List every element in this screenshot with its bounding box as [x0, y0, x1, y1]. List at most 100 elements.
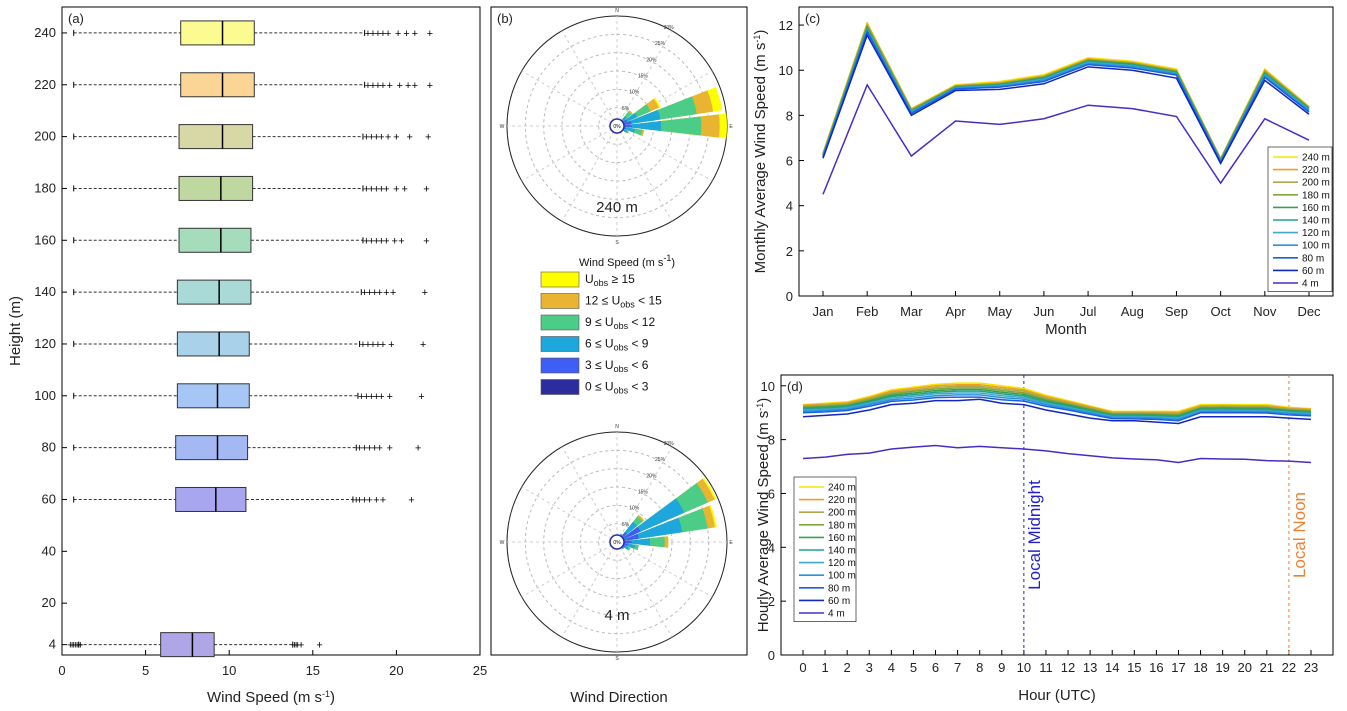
x-tick-label: 25: [473, 663, 487, 678]
series-line-220m: [802, 383, 1312, 414]
x-tick-label: 0: [799, 660, 806, 675]
outlier-mark: +: [375, 28, 381, 40]
series-line-60m: [802, 398, 1312, 425]
y-tick-label: 8: [786, 108, 793, 123]
ring-label: 15%: [638, 73, 649, 79]
outlier-mark: +: [373, 494, 379, 506]
outlier-mark: +: [380, 494, 386, 506]
outlier-mark: +: [76, 640, 82, 652]
bin-label-rest: < 12: [628, 315, 655, 329]
outlier-mark: +: [376, 287, 382, 299]
y-axis-label: Monthly Average Wind Speed (m s-1): [752, 30, 769, 274]
bin-label-sub: obs: [614, 343, 629, 353]
x-tick-label: 20: [389, 663, 403, 678]
x-tick-label: 2: [844, 660, 851, 675]
series-line-120m: [822, 27, 1310, 163]
y-tick-label: 12: [779, 18, 793, 33]
outlier-mark: +: [365, 80, 371, 92]
outlier-mark: +: [376, 443, 382, 455]
legend-label: 160 m: [1302, 203, 1330, 214]
y-tick-label: 8: [768, 433, 775, 448]
y-tick-label: 4: [768, 540, 775, 555]
bin-label-sub: obs: [620, 300, 635, 310]
cardinal-W: W: [500, 540, 505, 546]
x-tick-label: Jul: [1080, 304, 1097, 319]
outlier-mark: +: [370, 28, 376, 40]
x-tick-label: 18: [1193, 660, 1207, 675]
outlier-mark: +: [398, 235, 404, 247]
x-tick-label: 12: [1061, 660, 1075, 675]
series-line-4m: [822, 83, 1310, 195]
rose-center: [609, 118, 625, 134]
x-tick-label: 0: [58, 663, 65, 678]
x-tick-label: Apr: [945, 304, 966, 319]
outlier-mark: +: [353, 494, 359, 506]
x-axis-label: Wind Speed (m s-1): [207, 689, 335, 706]
series-line-80m: [802, 396, 1312, 422]
outlier-mark: +: [375, 339, 381, 351]
y-tick-label: 140: [34, 284, 56, 299]
legend-label: 4 m: [1302, 279, 1319, 290]
x-axis-label: Hour (UTC): [1018, 687, 1096, 704]
outlier-mark: +: [385, 28, 391, 40]
bin-label-main: U: [585, 272, 594, 286]
series-line-140m: [802, 390, 1312, 418]
rose-height-label: 4 m: [604, 607, 629, 624]
speed-legend-title: Wind Speed (m s-1): [579, 253, 675, 269]
speed-swatch: [540, 293, 580, 309]
outlier-mark: +: [407, 132, 413, 144]
legend-label: 180 m: [1302, 190, 1330, 201]
outlier-mark: +: [373, 391, 379, 403]
legend-label: 80 m: [828, 583, 850, 594]
series-line-240m: [802, 382, 1312, 413]
series-line-60m: [822, 33, 1310, 166]
outlier-mark: +: [383, 235, 389, 247]
legend-label: 220 m: [1302, 165, 1330, 176]
legend-label: 180 m: [828, 520, 856, 531]
outlier-mark: +: [408, 494, 414, 506]
cardinal-E: E: [729, 540, 733, 546]
legend-label: 240 m: [828, 483, 856, 494]
outlier-mark: +: [423, 183, 429, 195]
rose-center-label: 0%: [613, 540, 621, 546]
outlier-mark: +: [402, 183, 408, 195]
outlier-mark: +: [370, 80, 376, 92]
vline-label: Local Noon: [1290, 492, 1309, 578]
panel-2-frame: [798, 6, 1334, 297]
y-tick-label: 220: [34, 77, 56, 92]
speed-bin-label: 12 ≤ Uobs < 15: [585, 294, 662, 310]
windrose-0: 5% 10% 15% 20% 25% 30% N E S W 0% 240 m: [500, 8, 734, 246]
outlier-mark: +: [427, 28, 433, 40]
rose-center-label: 0%: [613, 124, 621, 130]
rose-height-label: 240 m: [596, 199, 638, 216]
panel-3-frame: [780, 374, 1334, 656]
outlier-mark: +: [74, 640, 80, 652]
y-tick-label: 2: [786, 244, 793, 259]
y-tick-label: 6: [768, 486, 775, 501]
outlier-mark: +: [380, 80, 386, 92]
x-tick-label: 22: [1282, 660, 1296, 675]
rose-spoke: [616, 541, 713, 598]
outlier-mark: +: [368, 391, 374, 403]
bin-label-rest: < 3: [628, 380, 649, 394]
x-tick-label: 15: [1127, 660, 1141, 675]
x-tick-label: 10: [222, 663, 236, 678]
ring-label: 5%: [622, 106, 630, 112]
ring-label: 15%: [638, 489, 649, 495]
series-line-80m: [822, 29, 1310, 164]
series-line-160m: [822, 25, 1310, 162]
ring-label: 10%: [629, 90, 640, 96]
outlier-mark: +: [425, 132, 431, 144]
outlier-mark: +: [291, 640, 297, 652]
bin-label-sub: obs: [594, 278, 609, 288]
x-tick-label: 6: [932, 660, 939, 675]
y-tick-label: 6: [786, 154, 793, 169]
rose-spoke: [521, 541, 618, 598]
cardinal-E: E: [729, 124, 733, 130]
x-axis-label: Month: [1045, 321, 1087, 338]
outlier-mark: +: [427, 80, 433, 92]
wind-direction-label: Wind Direction: [570, 689, 668, 706]
bin-label-main: 3 ≤ U: [585, 358, 614, 372]
panel-b-frame: [490, 6, 748, 656]
rose-spoke: [521, 125, 618, 182]
